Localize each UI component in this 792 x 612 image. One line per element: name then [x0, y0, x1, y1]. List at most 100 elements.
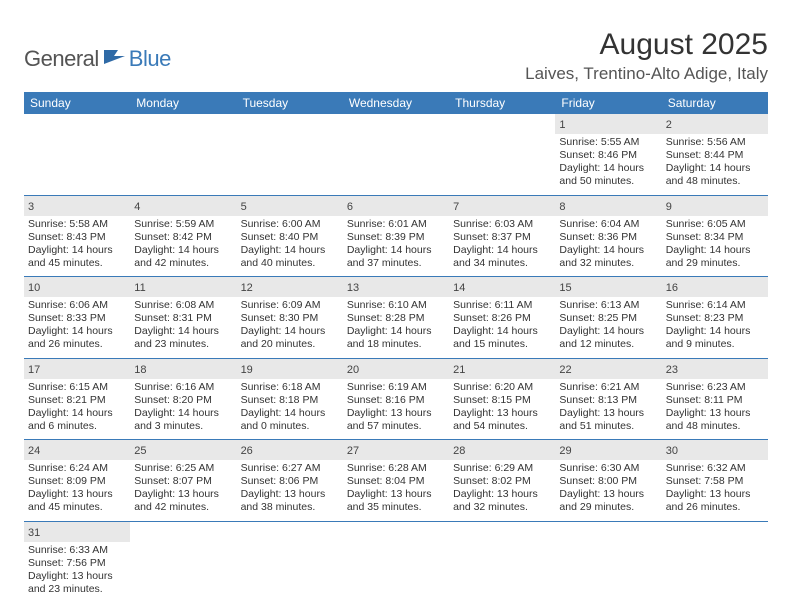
day-cell: 2Sunrise: 5:56 AMSunset: 8:44 PMDaylight…	[662, 114, 768, 195]
day-number: 5	[241, 201, 247, 213]
daylight-line2: and 45 minutes.	[28, 501, 126, 514]
day-body: Sunrise: 6:18 AMSunset: 8:18 PMDaylight:…	[237, 379, 343, 440]
day-headers-row: SundayMondayTuesdayWednesdayThursdayFrid…	[24, 92, 768, 114]
day-number: 31	[28, 527, 40, 539]
day-number: 20	[347, 364, 359, 376]
daylight-line2: and 42 minutes.	[134, 257, 232, 270]
sunset-text: Sunset: 8:09 PM	[28, 475, 126, 488]
sunset-text: Sunset: 8:26 PM	[453, 312, 551, 325]
daylight-line1: Daylight: 14 hours	[28, 244, 126, 257]
day-cell: 22 Sunrise: 6:21 AMSunset: 8:13 PMDayligh…	[555, 359, 661, 440]
daylight-line2: and 6 minutes.	[28, 420, 126, 433]
daylight-line1: Daylight: 13 hours	[347, 488, 445, 501]
day-number-row: 24	[24, 440, 130, 460]
daylight-line1: Daylight: 14 hours	[559, 244, 657, 257]
empty-cell	[24, 114, 130, 195]
sunset-text: Sunset: 8:43 PM	[28, 231, 126, 244]
daylight-line1: Daylight: 14 hours	[241, 407, 339, 420]
sunset-text: Sunset: 7:58 PM	[666, 475, 764, 488]
sunset-text: Sunset: 8:33 PM	[28, 312, 126, 325]
sunrise-text: Sunrise: 6:14 AM	[666, 299, 764, 312]
day-body: Sunrise: 6:08 AMSunset: 8:31 PMDaylight:…	[130, 297, 236, 358]
day-number-row: 9	[662, 196, 768, 216]
day-body: Sunrise: 6:21 AMSunset: 8:13 PMDaylight:…	[555, 379, 661, 440]
week-row: 1Sunrise: 5:55 AMSunset: 8:46 PMDaylight…	[24, 114, 768, 196]
title-block: August 2025 Laives, Trentino-Alto Adige,…	[525, 28, 768, 84]
day-number-row: 12	[237, 277, 343, 297]
day-cell: 17Sunrise: 6:15 AMSunset: 8:21 PMDayligh…	[24, 359, 130, 440]
day-body: Sunrise: 6:13 AMSunset: 8:25 PMDaylight:…	[555, 297, 661, 358]
daylight-line1: Daylight: 14 hours	[453, 325, 551, 338]
day-body: Sunrise: 6:28 AMSunset: 8:04 PMDaylight:…	[343, 460, 449, 521]
day-header: Wednesday	[343, 92, 449, 114]
day-number-row: 31	[24, 522, 130, 542]
sunrise-text: Sunrise: 5:58 AM	[28, 218, 126, 231]
day-number-row: 3	[24, 196, 130, 216]
daylight-line2: and 18 minutes.	[347, 338, 445, 351]
day-cell: 11 Sunrise: 6:08 AMSunset: 8:31 PMDayligh…	[130, 277, 236, 358]
day-body: Sunrise: 6:06 AMSunset: 8:33 PMDaylight:…	[24, 297, 130, 358]
daylight-line2: and 23 minutes.	[28, 583, 126, 596]
daylight-line1: Daylight: 14 hours	[666, 325, 764, 338]
day-body: Sunrise: 6:16 AMSunset: 8:20 PMDaylight:…	[130, 379, 236, 440]
day-number: 23	[666, 364, 678, 376]
week-row: 10 Sunrise: 6:06 AMSunset: 8:33 PMDayligh…	[24, 277, 768, 359]
week-row: 31 Sunrise: 6:33 AMSunset: 7:56 PMDayligh…	[24, 522, 768, 603]
sunrise-text: Sunrise: 6:04 AM	[559, 218, 657, 231]
day-body: Sunrise: 6:11 AMSunset: 8:26 PMDaylight:…	[449, 297, 555, 358]
day-number: 28	[453, 445, 465, 457]
day-number-row: 25	[130, 440, 236, 460]
day-number: 10	[28, 282, 40, 294]
day-body: Sunrise: 6:33 AMSunset: 7:56 PMDaylight:…	[24, 542, 130, 603]
sunset-text: Sunset: 8:16 PM	[347, 394, 445, 407]
daylight-line2: and 0 minutes.	[241, 420, 339, 433]
brand-general: General	[24, 46, 99, 72]
daylight-line1: Daylight: 14 hours	[347, 325, 445, 338]
daylight-line2: and 42 minutes.	[134, 501, 232, 514]
sunrise-text: Sunrise: 6:32 AM	[666, 462, 764, 475]
sunset-text: Sunset: 8:13 PM	[559, 394, 657, 407]
daylight-line1: Daylight: 14 hours	[28, 325, 126, 338]
day-number: 4	[134, 201, 140, 213]
day-number-row: 13	[343, 277, 449, 297]
weeks-container: 1Sunrise: 5:55 AMSunset: 8:46 PMDaylight…	[24, 114, 768, 602]
day-cell: 21Sunrise: 6:20 AMSunset: 8:15 PMDayligh…	[449, 359, 555, 440]
day-number: 11	[134, 282, 145, 294]
sunset-text: Sunset: 8:34 PM	[666, 231, 764, 244]
day-number: 3	[28, 201, 34, 213]
day-number-row: 17	[24, 359, 130, 379]
day-header: Friday	[555, 92, 661, 114]
sunset-text: Sunset: 8:46 PM	[559, 149, 657, 162]
sunrise-text: Sunrise: 6:30 AM	[559, 462, 657, 475]
sunrise-text: Sunrise: 6:27 AM	[241, 462, 339, 475]
day-body: Sunrise: 6:00 AMSunset: 8:40 PMDaylight:…	[237, 216, 343, 277]
day-number-row: 21	[449, 359, 555, 379]
daylight-line1: Daylight: 13 hours	[347, 407, 445, 420]
daylight-line1: Daylight: 14 hours	[666, 162, 764, 175]
day-number: 22	[559, 364, 571, 376]
day-body: Sunrise: 6:24 AMSunset: 8:09 PMDaylight:…	[24, 460, 130, 521]
day-cell: 4Sunrise: 5:59 AMSunset: 8:42 PMDaylight…	[130, 196, 236, 277]
day-body: Sunrise: 5:58 AMSunset: 8:43 PMDaylight:…	[24, 216, 130, 277]
day-body: Sunrise: 6:10 AMSunset: 8:28 PMDaylight:…	[343, 297, 449, 358]
day-number-row: 15	[555, 277, 661, 297]
daylight-line2: and 26 minutes.	[666, 501, 764, 514]
empty-cell	[662, 522, 768, 603]
day-number: 25	[134, 445, 146, 457]
day-body: Sunrise: 6:27 AMSunset: 8:06 PMDaylight:…	[237, 460, 343, 521]
day-number-row: 16	[662, 277, 768, 297]
week-row: 24Sunrise: 6:24 AMSunset: 8:09 PMDayligh…	[24, 440, 768, 522]
day-cell: 7Sunrise: 6:03 AMSunset: 8:37 PMDaylight…	[449, 196, 555, 277]
day-cell: 23Sunrise: 6:23 AMSunset: 8:11 PMDayligh…	[662, 359, 768, 440]
daylight-line2: and 29 minutes.	[666, 257, 764, 270]
day-number-row: 20	[343, 359, 449, 379]
empty-cell	[237, 522, 343, 603]
sunrise-text: Sunrise: 6:19 AM	[347, 381, 445, 394]
daylight-line1: Daylight: 14 hours	[134, 244, 232, 257]
week-row: 3Sunrise: 5:58 AMSunset: 8:43 PMDaylight…	[24, 196, 768, 278]
daylight-line1: Daylight: 13 hours	[241, 488, 339, 501]
daylight-line2: and 32 minutes.	[559, 257, 657, 270]
daylight-line1: Daylight: 14 hours	[241, 325, 339, 338]
sunrise-text: Sunrise: 6:24 AM	[28, 462, 126, 475]
day-number: 1	[559, 119, 565, 131]
